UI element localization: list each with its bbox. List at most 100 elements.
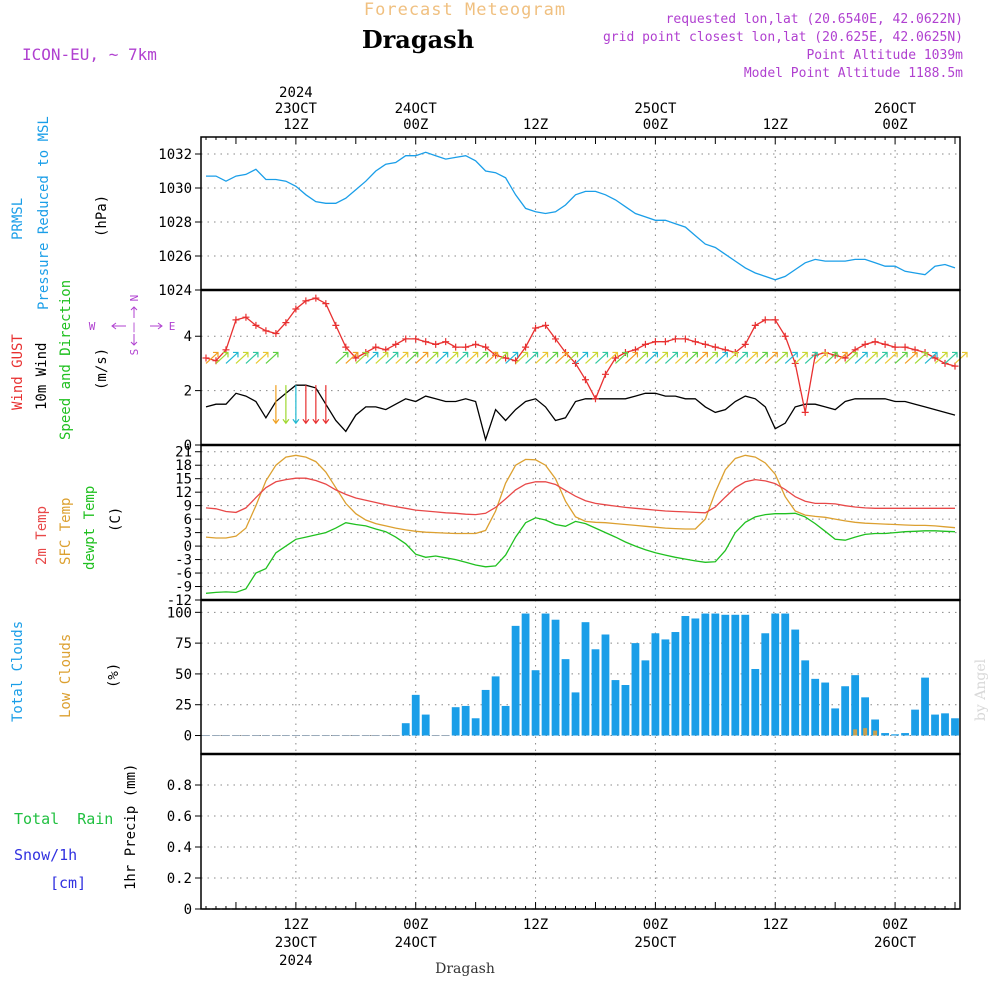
precip-label-rain: Total Rain (14, 810, 113, 828)
wind-direction-arrow (694, 351, 708, 364)
temp-unit: (C) (108, 507, 124, 532)
wind-direction-arrow (684, 351, 698, 364)
wind-direction-arrow (804, 351, 818, 364)
time-label-bottom: 12Z (763, 917, 788, 933)
gust-marker (372, 343, 380, 351)
wind-direction-arrow (255, 351, 269, 364)
wind-direction-arrow (485, 351, 499, 364)
wind-direction-arrow (714, 351, 728, 364)
gust-marker (651, 338, 659, 346)
wind-direction-arrow (774, 351, 788, 364)
y-tick-label: 9 (184, 499, 192, 515)
total-cloud-bar (761, 633, 770, 736)
sfc-temp-line (205, 454, 956, 539)
gust-marker (342, 343, 350, 351)
y-tick-label: 3 (184, 526, 192, 542)
y-tick-label: 1028 (158, 215, 192, 231)
y-tick-label: 1030 (158, 181, 192, 197)
pressure-unit: (hPa) (94, 195, 110, 237)
y-tick-label: 50 (175, 667, 192, 683)
wind-direction-arrow (615, 351, 629, 364)
y-tick-label: 21 (175, 445, 192, 461)
compass-arrows-icon (111, 306, 163, 346)
gust-marker (352, 354, 360, 362)
wind-direction-arrow (575, 351, 589, 364)
total-cloud-bar (621, 685, 630, 736)
wind-direction-arrow (664, 351, 678, 364)
time-label-top: 00Z (403, 117, 428, 133)
gust-marker (482, 343, 490, 351)
dewpt-line (205, 512, 956, 594)
y-tick-label: 100 (167, 605, 192, 621)
total-cloud-bar (891, 734, 899, 736)
wind-direction-arrow (465, 351, 479, 364)
y-tick-label: 1026 (158, 249, 192, 265)
total-cloud-bar (871, 719, 880, 736)
gust-marker (761, 316, 769, 324)
gust-marker (542, 321, 550, 329)
wind-direction-arrow (555, 351, 569, 364)
time-label-top: 23OCT (275, 101, 318, 117)
total-cloud-bar (691, 618, 700, 736)
wind-direction-arrow (312, 385, 320, 425)
compass-center: | (131, 322, 137, 333)
wind-direction-arrow (375, 351, 389, 364)
footer-station-name: Dragash (435, 961, 495, 977)
wind-direction-arrow (894, 351, 908, 364)
gust-marker (302, 297, 310, 305)
y-tick-label: 0 (184, 902, 192, 918)
total-cloud-bar (661, 639, 670, 736)
y-tick-label: -6 (175, 566, 192, 582)
total-cloud-bar (491, 676, 500, 736)
gust-marker (322, 300, 330, 308)
wind-unit: (m/s) (94, 348, 110, 390)
wind-direction-arrow (924, 351, 938, 364)
gust-marker (671, 335, 679, 343)
wind-direction-arrow (345, 351, 359, 364)
wind-direction-arrow (245, 351, 259, 364)
gust-marker (532, 324, 540, 332)
low-cloud-bar (863, 728, 868, 736)
cloud-label-total: Total Clouds (10, 621, 26, 722)
time-label-bottom: 26OCT (874, 935, 917, 951)
total-cloud-bar (851, 675, 860, 736)
wind-direction-arrow (934, 351, 948, 364)
gust-marker (611, 354, 619, 362)
total-cloud-bar (821, 682, 830, 736)
precip-label-cm: [cm] (50, 874, 86, 892)
y-tick-label: 4 (184, 329, 192, 345)
time-label-bottom: 25OCT (634, 935, 677, 951)
y-tick-label: 0.6 (167, 809, 192, 825)
wind-direction-arrow (225, 351, 239, 364)
wind-direction-arrow (764, 351, 778, 364)
wind-direction-arrow (625, 351, 639, 364)
wind-direction-arrow (415, 351, 429, 364)
wind-direction-arrow (854, 351, 868, 364)
y-tick-label: -3 (175, 553, 192, 569)
total-cloud-bar (911, 709, 919, 736)
wind-label-gust: Wind GUST (10, 334, 26, 410)
total-cloud-bar (481, 689, 490, 736)
wind-direction-arrow (272, 385, 280, 425)
wind-direction-arrow (734, 351, 748, 364)
wind-direction-arrow (904, 351, 918, 364)
total-cloud-bar (801, 660, 810, 736)
wind-direction-arrow (282, 385, 290, 425)
wind-direction-arrow (954, 351, 968, 364)
time-label-bottom: 23OCT (275, 935, 318, 951)
gust-marker (951, 362, 959, 370)
time-label-top: 12Z (763, 117, 788, 133)
total-cloud-bar (781, 613, 790, 736)
wind-direction-arrow (944, 351, 958, 364)
gust-marker (681, 335, 689, 343)
chart-marks (202, 151, 968, 910)
gust-marker (552, 335, 560, 343)
wind-direction-arrow (425, 351, 439, 364)
y-tick-label: 6 (184, 512, 192, 528)
gust-marker (272, 330, 280, 338)
total-cloud-bar (511, 625, 520, 736)
gust-marker (931, 354, 939, 362)
wind-direction-arrow (874, 351, 888, 364)
total-cloud-bar (461, 705, 470, 736)
total-cloud-bar (401, 723, 410, 736)
